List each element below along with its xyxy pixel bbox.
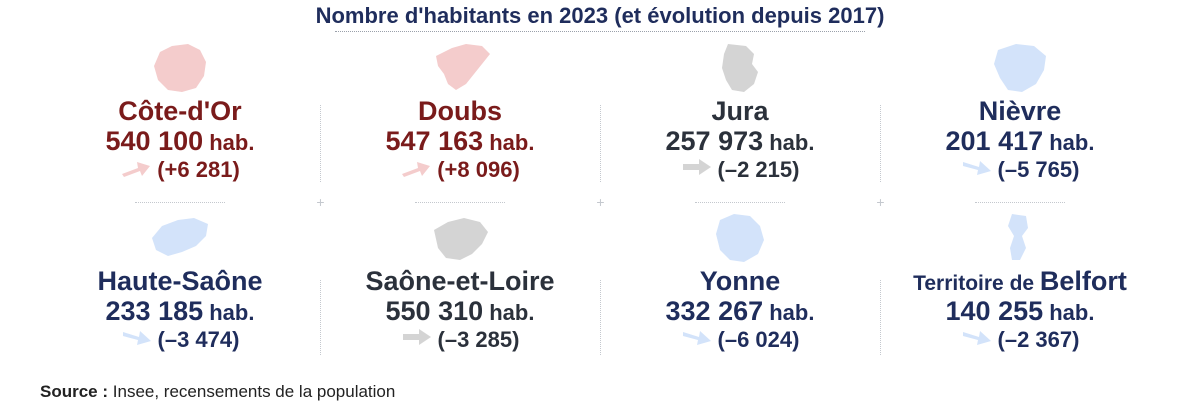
arrow-right-icon — [401, 326, 433, 353]
evolution-value: (–2 215) — [717, 156, 800, 182]
department-card: Saône-et-Loire 550 310 hab. (–3 285) — [320, 210, 600, 370]
arrow-up-right-icon — [400, 156, 432, 183]
evolution-indicator: (–2 367) — [880, 326, 1160, 353]
department-name-text: Saône-et-Loire — [365, 266, 555, 296]
grid-cross-marker: + — [876, 194, 885, 210]
department-card: Haute-Saône 233 185 hab. (–3 474) — [40, 210, 320, 370]
column-separator — [880, 105, 881, 182]
department-map-icon — [422, 40, 498, 94]
source-text: Insee, recensements de la population — [112, 382, 396, 401]
department-card: Doubs 547 163 hab. (+8 096) — [320, 40, 600, 200]
department-name: Territoire de Belfort — [880, 266, 1160, 297]
population-unit: hab. — [203, 130, 255, 155]
evolution-indicator: (–5 765) — [880, 156, 1160, 183]
evolution-value: (–3 474) — [157, 326, 240, 352]
arrow-up-right-icon — [120, 156, 152, 183]
column-separator — [600, 280, 601, 355]
population-value: 140 255 hab. — [880, 296, 1160, 327]
population-value: 257 973 hab. — [600, 126, 880, 157]
department-name-text: Haute-Saône — [97, 266, 263, 296]
department-name-text: Doubs — [418, 96, 502, 126]
arrow-down-right-icon — [961, 326, 993, 353]
evolution-indicator: (–2 215) — [600, 156, 880, 183]
evolution-indicator: (+8 096) — [320, 156, 600, 183]
department-card: Territoire de Belfort 140 255 hab. (–2 367… — [880, 210, 1160, 370]
chart-title: Nombre d'habitants en 2023 (et évolution… — [315, 3, 885, 28]
population-unit: hab. — [203, 300, 255, 325]
population-value: 547 163 hab. — [320, 126, 600, 157]
evolution-indicator: (–6 024) — [600, 326, 880, 353]
row-separator — [415, 202, 505, 203]
department-name: Saône-et-Loire — [320, 266, 600, 297]
evolution-value: (–6 024) — [717, 326, 800, 352]
population-number: 540 100 — [105, 126, 204, 156]
evolution-value: (–5 765) — [997, 156, 1080, 182]
population-value: 233 185 hab. — [40, 296, 320, 327]
population-unit: hab. — [483, 300, 535, 325]
population-unit: hab. — [483, 130, 535, 155]
population-unit: hab. — [763, 130, 815, 155]
arrow-right-icon — [681, 156, 713, 183]
department-map-icon — [702, 210, 778, 264]
arrow-down-right-icon — [681, 326, 713, 353]
department-map-icon — [982, 40, 1058, 94]
department-card: Nièvre 201 417 hab. (–5 765) — [880, 40, 1160, 200]
department-card: Côte-d'Or 540 100 hab. (+6 281) — [40, 40, 320, 200]
column-separator — [320, 105, 321, 182]
department-map-icon — [422, 210, 498, 264]
department-map-icon — [702, 40, 778, 94]
department-name-text: Côte-d'Or — [118, 96, 242, 126]
department-map-icon — [982, 210, 1058, 264]
row-separator — [695, 202, 785, 203]
department-map-icon — [142, 40, 218, 94]
department-name: Jura — [600, 96, 880, 127]
column-separator — [880, 280, 881, 355]
evolution-indicator: (–3 285) — [320, 326, 600, 353]
grid-cross-marker: + — [596, 194, 605, 210]
evolution-indicator: (+6 281) — [40, 156, 320, 183]
department-name-prefix: Territoire de — [913, 272, 1040, 295]
department-map-icon — [142, 210, 218, 264]
department-name: Yonne — [600, 266, 880, 297]
grid-cross-marker: + — [316, 194, 325, 210]
population-number: 201 417 — [945, 126, 1044, 156]
population-value: 201 417 hab. — [880, 126, 1160, 157]
department-name: Côte-d'Or — [40, 96, 320, 127]
department-name: Nièvre — [880, 96, 1160, 127]
row-separator — [135, 202, 225, 203]
population-number: 140 255 — [945, 296, 1044, 326]
evolution-value: (–3 285) — [437, 326, 520, 352]
department-name-text: Yonne — [699, 266, 781, 296]
population-unit: hab. — [763, 300, 815, 325]
department-name: Haute-Saône — [40, 266, 320, 297]
department-name-text: Belfort — [1039, 266, 1127, 296]
population-number: 332 267 — [665, 296, 764, 326]
evolution-value: (–2 367) — [997, 326, 1080, 352]
population-value: 550 310 hab. — [320, 296, 600, 327]
arrow-down-right-icon — [121, 326, 153, 353]
column-separator — [600, 105, 601, 182]
arrow-down-right-icon — [961, 156, 993, 183]
column-separator — [320, 280, 321, 355]
title-underline — [335, 31, 865, 32]
department-name: Doubs — [320, 96, 600, 127]
population-number: 257 973 — [665, 126, 764, 156]
population-value: 540 100 hab. — [40, 126, 320, 157]
department-name-text: Jura — [711, 96, 769, 126]
population-number: 547 163 — [385, 126, 484, 156]
row-separator — [975, 202, 1065, 203]
population-number: 233 185 — [105, 296, 204, 326]
department-card: Jura 257 973 hab. (–2 215) — [600, 40, 880, 200]
department-name-text: Nièvre — [978, 96, 1062, 126]
population-unit: hab. — [1043, 130, 1095, 155]
evolution-value: (+8 096) — [437, 156, 520, 182]
evolution-value: (+6 281) — [157, 156, 240, 182]
source-note: Source : Insee, recensements de la popul… — [40, 382, 395, 402]
department-card: Yonne 332 267 hab. (–6 024) — [600, 210, 880, 370]
evolution-indicator: (–3 474) — [40, 326, 320, 353]
source-label: Source : — [40, 382, 109, 401]
population-number: 550 310 — [385, 296, 484, 326]
population-value: 332 267 hab. — [600, 296, 880, 327]
population-unit: hab. — [1043, 300, 1095, 325]
